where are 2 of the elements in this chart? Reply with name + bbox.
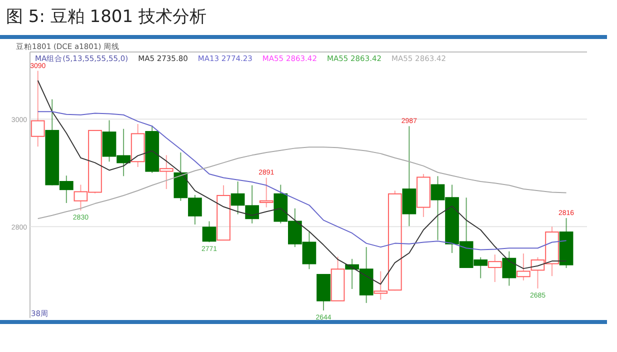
candlestick [502,250,516,286]
chart-title: 图 5: 豆粕 1801 技术分析 [6,7,206,27]
